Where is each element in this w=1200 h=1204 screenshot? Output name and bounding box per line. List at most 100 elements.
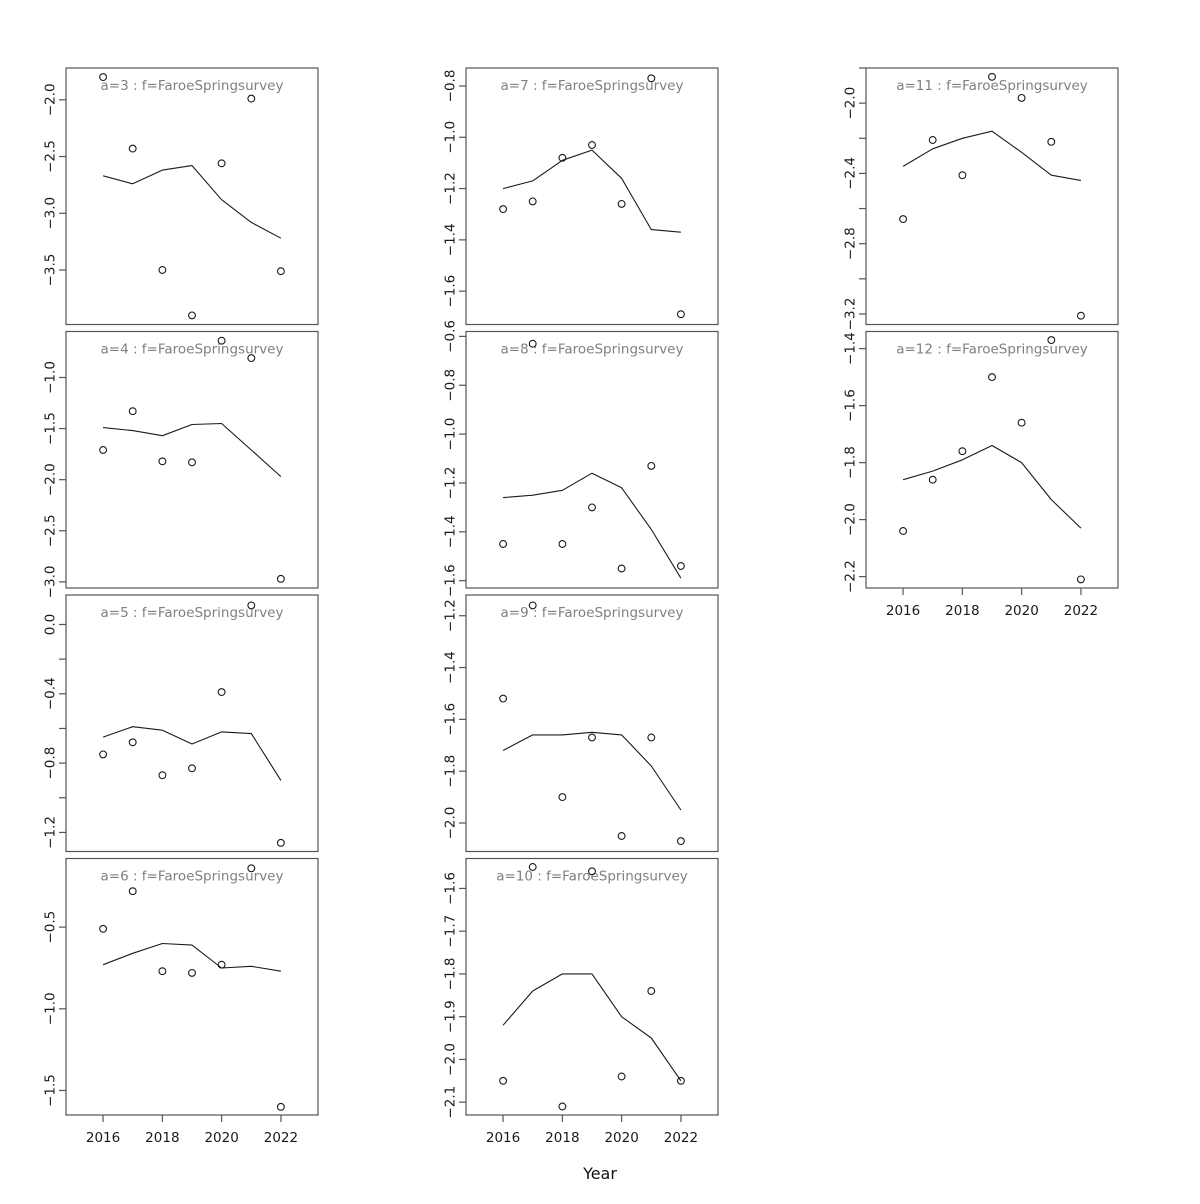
data-point: [499, 205, 508, 214]
y-tick-label: −1.2: [43, 816, 59, 849]
y-tick-label: −2.8: [843, 227, 859, 260]
data-point: [928, 475, 937, 484]
data-point: [647, 733, 656, 742]
y-tick-label: −2.5: [43, 514, 59, 547]
panel-box: [65, 330, 319, 589]
data-point: [617, 564, 626, 573]
data-point: [958, 447, 967, 456]
panel-title: a=8 : f=FaroeSpringsurvey: [501, 342, 684, 358]
data-point: [558, 793, 567, 802]
y-tick-label: −1.8: [443, 755, 459, 788]
data-point: [988, 373, 996, 382]
y-tick-label: −1.4: [843, 332, 859, 365]
fit-line: [502, 973, 682, 1082]
data-point: [558, 153, 567, 162]
data-point: [99, 750, 108, 759]
y-tick-label: −1.2: [443, 599, 459, 632]
data-point: [158, 457, 167, 466]
y-tick-label: −2.0: [843, 503, 859, 536]
data-point: [499, 1076, 508, 1085]
data-point: [588, 733, 596, 742]
x-tick-label: 2022: [264, 1130, 298, 1146]
data-point: [899, 215, 908, 224]
y-tick-label: −1.0: [43, 361, 59, 394]
data-point: [617, 832, 626, 840]
y-tick-label: −2.5: [43, 140, 59, 173]
data-point: [1076, 311, 1085, 320]
y-tick-label: −1.5: [43, 1074, 59, 1107]
x-axis-title: Year: [582, 1164, 617, 1183]
y-tick-label: −1.4: [443, 651, 459, 684]
y-tick-label: −2.0: [443, 1043, 459, 1076]
data-point: [128, 407, 137, 416]
data-point: [276, 574, 285, 583]
data-point: [247, 354, 256, 363]
y-tick-label: −1.0: [443, 418, 459, 451]
data-point: [276, 838, 285, 847]
y-tick-label: −1.6: [443, 564, 459, 597]
panel-title: a=7 : f=FaroeSpringsurvey: [501, 78, 684, 94]
panel-a11: a=11 : f=FaroeSpringsurvey −2.0 −2.4 −2.8 −3…: [843, 67, 1119, 330]
panel-a8: a=8 : f=FaroeSpringsurvey −0.6 −0.8 −1.0 −1.…: [443, 320, 719, 597]
data-point: [899, 527, 908, 535]
x-tick-label: 2018: [545, 1130, 579, 1146]
data-point: [499, 540, 508, 548]
y-tick-label: −1.0: [443, 121, 459, 154]
y-tick-label: −0.8: [443, 369, 459, 402]
panel-box: [65, 857, 319, 1116]
data-point: [158, 266, 167, 274]
data-point: [647, 461, 656, 470]
y-tick-label: −1.8: [443, 958, 459, 991]
y-tick-label: −2.0: [443, 807, 459, 840]
data-point: [247, 94, 256, 103]
data-point: [528, 863, 537, 871]
data-point: [188, 458, 196, 467]
data-point: [188, 968, 196, 977]
data-point: [128, 738, 137, 747]
data-point: [128, 887, 137, 896]
y-tick-label: −0.8: [43, 747, 59, 780]
data-point: [647, 74, 656, 83]
data-point: [217, 960, 226, 969]
panel-box: [465, 594, 719, 853]
y-tick-label: −0.4: [43, 677, 59, 710]
y-tick-label: −1.6: [443, 275, 459, 308]
data-point: [528, 197, 537, 206]
data-point: [217, 336, 226, 345]
data-point: [676, 837, 685, 846]
data-point: [247, 601, 256, 610]
fit-line: [102, 165, 282, 239]
y-tick-label: −2.0: [43, 83, 59, 116]
panel-a6: a=6 : f=FaroeSpringsurvey −0.5 −1.0 −1.5 201…: [43, 857, 319, 1146]
data-point: [588, 141, 596, 149]
y-tick-label: −1.4: [443, 223, 459, 256]
y-tick-label: 0.0: [43, 614, 59, 635]
panel-title: a=4 : f=FaroeSpringsurvey: [101, 342, 284, 358]
panel-box: [465, 857, 719, 1116]
x-tick-label: 2022: [1064, 603, 1098, 619]
fit-line: [502, 731, 682, 811]
data-point: [188, 764, 196, 773]
y-tick-label: −1.4: [443, 515, 459, 548]
y-tick-label: −2.2: [843, 560, 859, 593]
panel-box: [865, 67, 1119, 326]
data-point: [958, 171, 967, 180]
data-point: [158, 967, 167, 976]
fit-line: [503, 472, 682, 579]
data-point: [558, 540, 567, 548]
y-tick-label: −2.0: [843, 87, 859, 120]
x-tick-label: 2018: [945, 603, 979, 619]
data-point: [99, 446, 108, 454]
data-point: [99, 73, 108, 82]
data-point: [276, 1102, 285, 1111]
fit-line: [102, 726, 282, 781]
data-point: [617, 1072, 626, 1081]
y-tick-label: −2.0: [43, 463, 59, 496]
panel-box: [65, 594, 319, 853]
data-point: [528, 339, 537, 348]
y-tick-label: −3.0: [43, 197, 59, 230]
data-point: [1076, 575, 1085, 584]
